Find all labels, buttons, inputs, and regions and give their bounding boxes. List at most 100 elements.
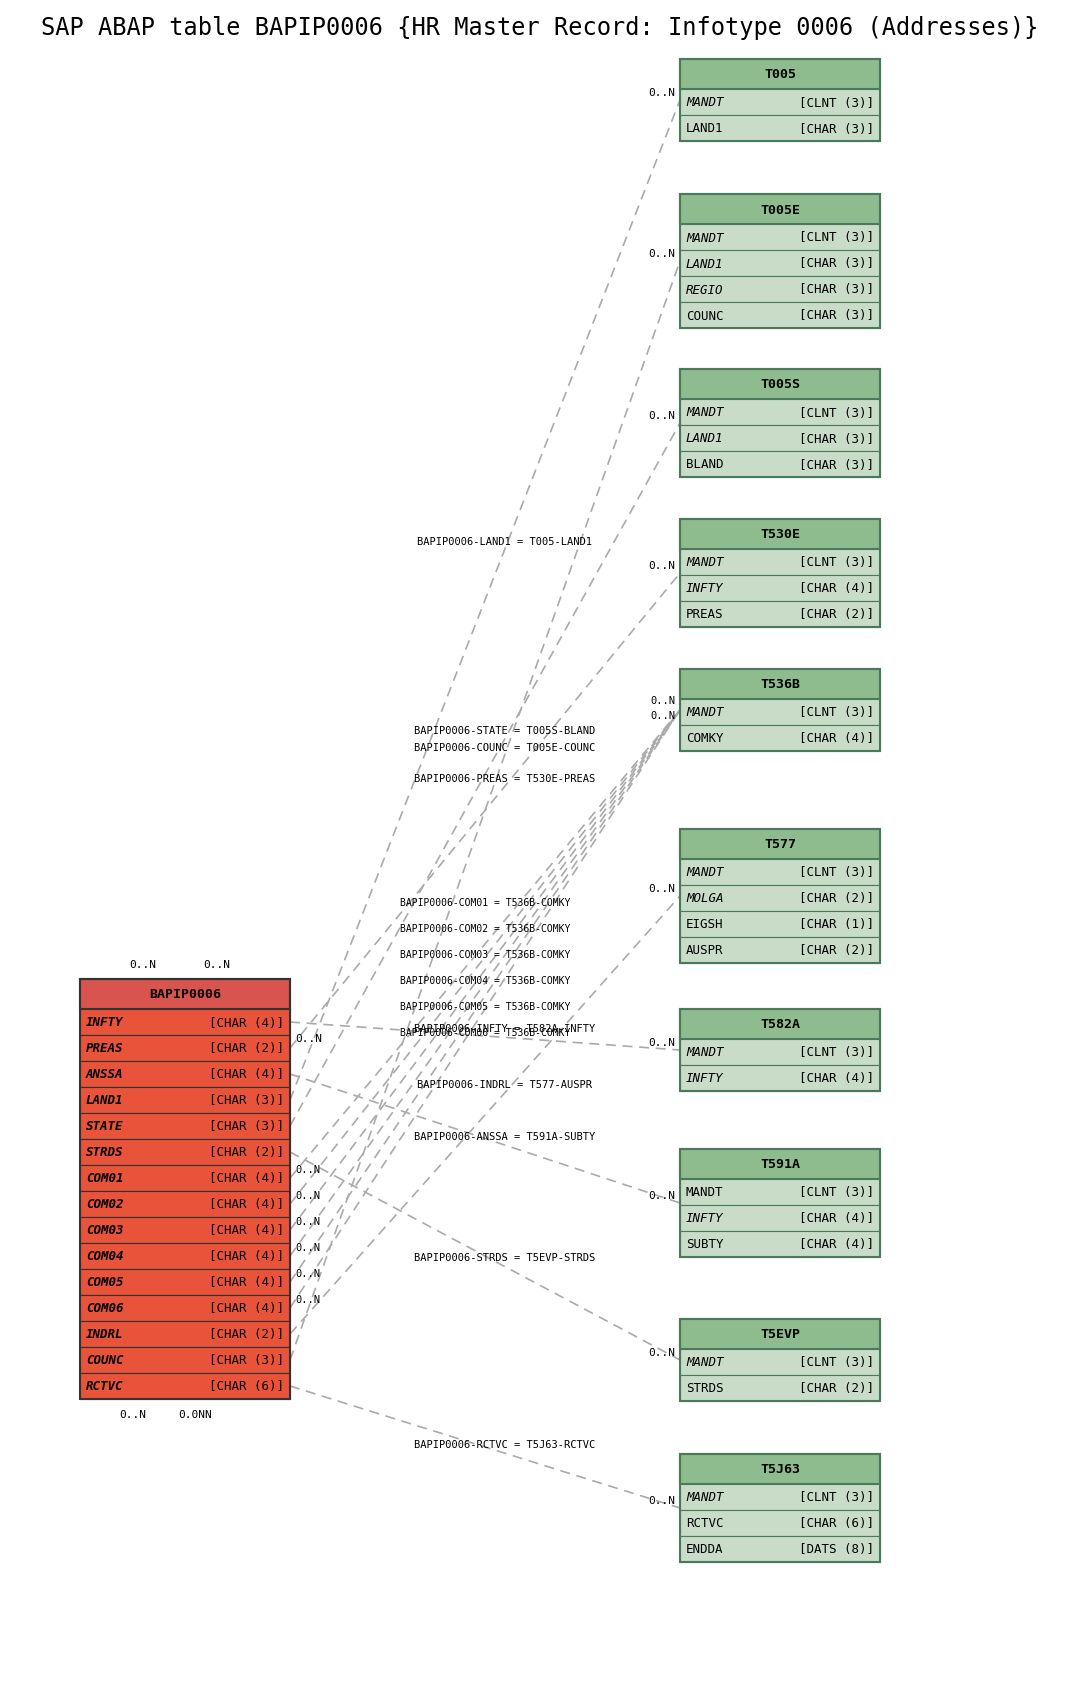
Bar <box>80 1373 291 1399</box>
Text: COM04: COM04 <box>86 1250 123 1263</box>
Text: [CHAR (4)]: [CHAR (4)] <box>210 1172 284 1184</box>
Bar <box>80 1036 291 1061</box>
Text: MANDT: MANDT <box>686 96 724 109</box>
Text: [CHAR (3)]: [CHAR (3)] <box>799 283 874 296</box>
Text: [CHAR (6)]: [CHAR (6)] <box>210 1379 284 1393</box>
Text: 0..N: 0..N <box>650 710 675 720</box>
Text: 0..N: 0..N <box>295 1033 322 1043</box>
Text: BAPIP0006-COUNC = T005E-COUNC: BAPIP0006-COUNC = T005E-COUNC <box>414 742 595 752</box>
Text: BAPIP0006-COM04 = T536B-COMKY: BAPIP0006-COM04 = T536B-COMKY <box>400 976 570 986</box>
Text: ANSSA: ANSSA <box>86 1068 123 1082</box>
Text: MANDT: MANDT <box>686 407 724 419</box>
Text: 0..N: 0..N <box>648 883 675 893</box>
Text: [CHAR (2)]: [CHAR (2)] <box>210 1327 284 1341</box>
Bar <box>680 303 880 328</box>
Text: T530E: T530E <box>760 528 800 542</box>
Bar <box>80 1113 291 1139</box>
Text: T582A: T582A <box>760 1018 800 1031</box>
Bar <box>680 1231 880 1256</box>
Text: [CLNT (3)]: [CLNT (3)] <box>799 866 874 880</box>
Text: [CHAR (1)]: [CHAR (1)] <box>799 918 874 930</box>
Text: MANDT: MANDT <box>686 1186 724 1199</box>
Text: SUBTY: SUBTY <box>686 1238 724 1251</box>
Text: 0..N: 0..N <box>203 959 230 969</box>
Text: COM06: COM06 <box>86 1302 123 1315</box>
Bar <box>680 61 880 89</box>
Text: 0..N: 0..N <box>119 1410 146 1420</box>
Bar <box>680 575 880 602</box>
Bar <box>680 370 880 478</box>
Bar <box>680 1149 880 1256</box>
Bar <box>680 669 880 700</box>
Text: COUNC: COUNC <box>686 309 724 323</box>
Text: [CLNT (3)]: [CLNT (3)] <box>799 706 874 720</box>
Bar <box>80 1009 291 1036</box>
Text: [CHAR (4)]: [CHAR (4)] <box>210 1198 284 1211</box>
Text: 0..N: 0..N <box>648 560 675 570</box>
Text: MANDT: MANDT <box>686 1046 724 1060</box>
Text: BAPIP0006: BAPIP0006 <box>149 987 221 1001</box>
Text: ENDDA: ENDDA <box>686 1542 724 1556</box>
Text: 0..N: 0..N <box>648 1495 675 1505</box>
Text: INFTY: INFTY <box>686 1071 724 1085</box>
Text: [CHAR (6)]: [CHAR (6)] <box>799 1517 874 1529</box>
Text: [CHAR (2)]: [CHAR (2)] <box>799 1381 874 1394</box>
Text: BLAND: BLAND <box>686 458 724 471</box>
Text: MANDT: MANDT <box>686 557 724 569</box>
Text: RCTVC: RCTVC <box>86 1379 123 1393</box>
Bar <box>680 452 880 478</box>
Text: T577: T577 <box>764 838 796 851</box>
Bar <box>80 1295 291 1322</box>
Text: COM01: COM01 <box>86 1172 123 1184</box>
Text: MANDT: MANDT <box>686 1356 724 1369</box>
Text: BAPIP0006-COM06 = T536B-COMKY: BAPIP0006-COM06 = T536B-COMKY <box>400 1028 570 1038</box>
Text: 0.0NN: 0.0NN <box>178 1410 213 1420</box>
Text: 0..N: 0..N <box>295 1243 320 1253</box>
Text: [CHAR (2)]: [CHAR (2)] <box>210 1041 284 1055</box>
Text: T5J63: T5J63 <box>760 1463 800 1475</box>
Bar <box>680 725 880 752</box>
Text: SAP ABAP table BAPIP0006 {HR Master Record: Infotype 0006 (Addresses)}: SAP ABAP table BAPIP0006 {HR Master Reco… <box>41 17 1039 40</box>
Text: 0..N: 0..N <box>295 1293 320 1304</box>
Text: COUNC: COUNC <box>86 1354 123 1367</box>
Bar <box>680 1536 880 1563</box>
Text: [CHAR (2)]: [CHAR (2)] <box>210 1145 284 1159</box>
Text: [CHAR (3)]: [CHAR (3)] <box>799 458 874 471</box>
Text: BAPIP0006-PREAS = T530E-PREAS: BAPIP0006-PREAS = T530E-PREAS <box>414 774 595 784</box>
Text: [CHAR (4)]: [CHAR (4)] <box>210 1275 284 1288</box>
Bar <box>680 602 880 627</box>
Bar <box>80 1166 291 1191</box>
Bar <box>680 400 880 426</box>
Text: [CHAR (4)]: [CHAR (4)] <box>210 1068 284 1082</box>
Text: T005: T005 <box>764 69 796 81</box>
Bar <box>680 195 880 328</box>
Text: MOLGA: MOLGA <box>686 891 724 905</box>
Text: [CHAR (4)]: [CHAR (4)] <box>799 1211 874 1224</box>
Text: 0..N: 0..N <box>648 87 675 98</box>
Text: [CHAR (3)]: [CHAR (3)] <box>799 123 874 136</box>
Text: 0..N: 0..N <box>648 1347 675 1357</box>
Bar <box>680 195 880 225</box>
Bar <box>680 700 880 725</box>
Text: [CHAR (3)]: [CHAR (3)] <box>799 432 874 446</box>
Text: INDRL: INDRL <box>86 1327 123 1341</box>
Bar <box>680 860 880 885</box>
Text: T591A: T591A <box>760 1157 800 1171</box>
Bar <box>680 426 880 452</box>
Text: 0..N: 0..N <box>648 1191 675 1201</box>
Text: STATE: STATE <box>86 1120 123 1132</box>
Text: 0..N: 0..N <box>648 249 675 259</box>
Text: [CLNT (3)]: [CLNT (3)] <box>799 232 874 244</box>
Text: BAPIP0006-INFTY = T582A-INFTY: BAPIP0006-INFTY = T582A-INFTY <box>414 1024 595 1034</box>
Text: LAND1: LAND1 <box>86 1093 123 1107</box>
Bar <box>680 1319 880 1349</box>
Text: COM03: COM03 <box>86 1224 123 1236</box>
Text: BAPIP0006-STATE = T005S-BLAND: BAPIP0006-STATE = T005S-BLAND <box>414 727 595 737</box>
Text: PREAS: PREAS <box>686 609 724 621</box>
Text: INFTY: INFTY <box>686 582 724 595</box>
Text: 0..N: 0..N <box>648 410 675 420</box>
Bar <box>680 1149 880 1179</box>
Text: COM02: COM02 <box>86 1198 123 1211</box>
Bar <box>80 1322 291 1347</box>
Bar <box>680 1039 880 1065</box>
